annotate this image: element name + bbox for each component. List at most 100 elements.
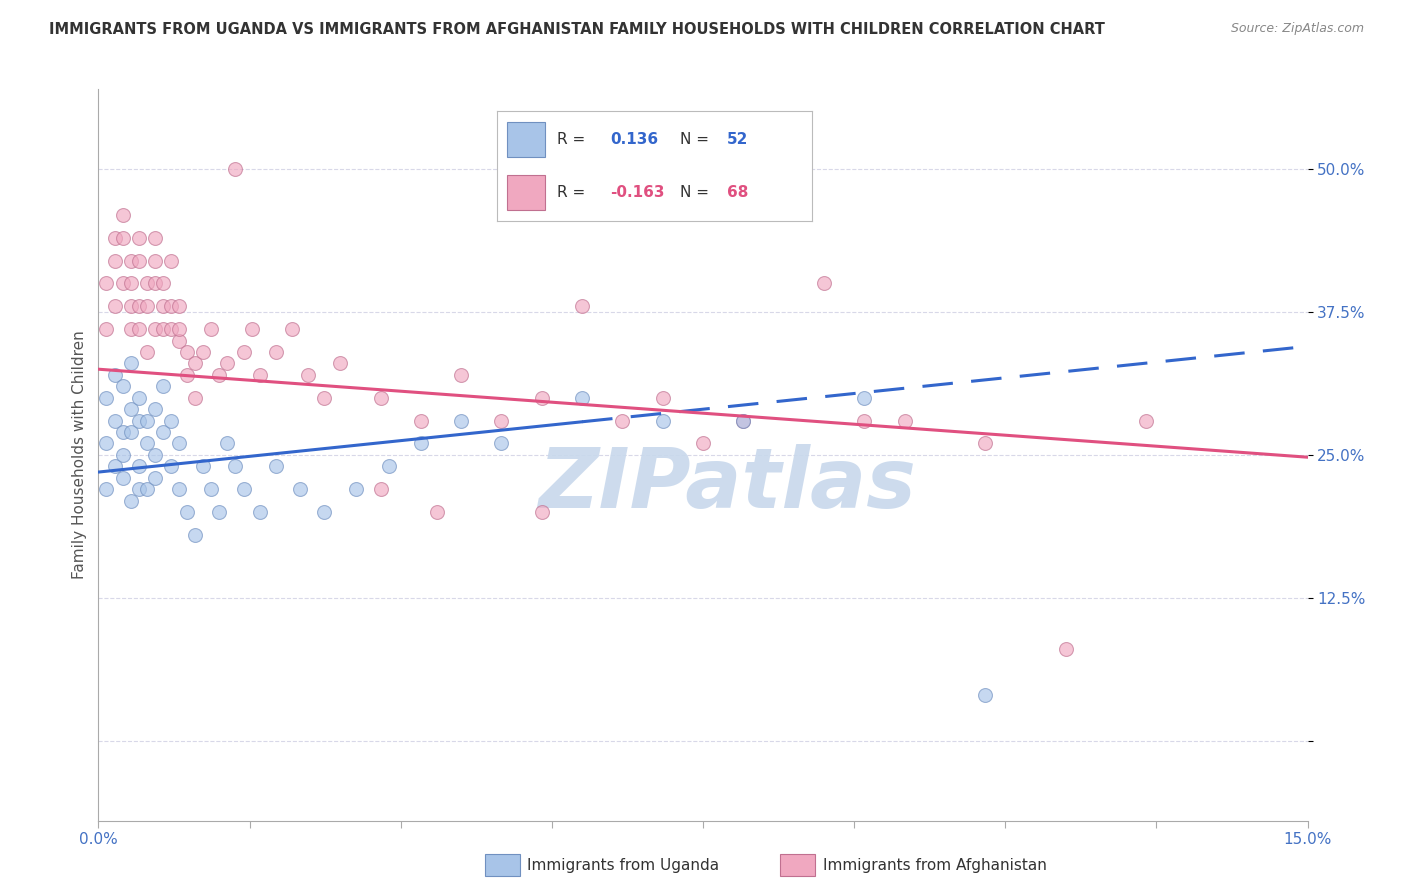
Point xyxy=(103,414,125,428)
Point xyxy=(135,277,157,291)
Point xyxy=(96,322,118,336)
Point xyxy=(651,391,673,405)
Point xyxy=(200,482,222,496)
Point xyxy=(128,482,150,496)
Point xyxy=(120,299,142,313)
Point xyxy=(167,436,190,450)
Point xyxy=(217,436,239,450)
Point xyxy=(974,436,997,450)
Point xyxy=(853,414,876,428)
Point xyxy=(281,322,304,336)
Point xyxy=(232,345,254,359)
Point xyxy=(128,299,150,313)
Point xyxy=(409,436,432,450)
Point xyxy=(733,414,755,428)
Point xyxy=(264,459,287,474)
Point xyxy=(135,482,157,496)
Point xyxy=(103,231,125,245)
Point xyxy=(128,231,150,245)
Point xyxy=(120,402,142,417)
Point xyxy=(974,688,997,702)
Point xyxy=(96,277,118,291)
Point xyxy=(143,322,166,336)
Point xyxy=(167,322,190,336)
Point xyxy=(530,505,553,519)
Point xyxy=(571,391,593,405)
Point xyxy=(232,482,254,496)
Point xyxy=(152,425,174,439)
Point xyxy=(152,379,174,393)
Point xyxy=(176,505,198,519)
Point xyxy=(193,345,215,359)
Point xyxy=(450,414,472,428)
Point xyxy=(160,414,183,428)
Text: Source: ZipAtlas.com: Source: ZipAtlas.com xyxy=(1230,22,1364,36)
Point xyxy=(733,414,755,428)
Point xyxy=(111,448,134,462)
Point xyxy=(240,322,263,336)
Point xyxy=(184,356,207,370)
Point xyxy=(128,253,150,268)
Point xyxy=(813,277,835,291)
Point xyxy=(143,448,166,462)
Point xyxy=(224,162,246,177)
Point xyxy=(314,505,336,519)
Point xyxy=(103,253,125,268)
Point xyxy=(450,368,472,382)
Point xyxy=(103,368,125,382)
Point xyxy=(651,414,673,428)
Point xyxy=(409,414,432,428)
Point xyxy=(111,231,134,245)
Point xyxy=(120,322,142,336)
Point xyxy=(249,368,271,382)
Point xyxy=(160,322,183,336)
Point xyxy=(208,505,231,519)
Point xyxy=(128,459,150,474)
Point xyxy=(208,368,231,382)
Point xyxy=(111,425,134,439)
Point xyxy=(167,334,190,348)
Point xyxy=(612,414,634,428)
Point xyxy=(217,356,239,370)
Point xyxy=(128,414,150,428)
Text: Immigrants from Uganda: Immigrants from Uganda xyxy=(527,858,720,872)
Point xyxy=(176,345,198,359)
Point xyxy=(297,368,319,382)
Text: Immigrants from Afghanistan: Immigrants from Afghanistan xyxy=(823,858,1046,872)
Point xyxy=(426,505,449,519)
Point xyxy=(491,414,513,428)
Point xyxy=(111,471,134,485)
Point xyxy=(120,356,142,370)
Point xyxy=(111,277,134,291)
Point xyxy=(530,391,553,405)
Point xyxy=(314,391,336,405)
Point xyxy=(249,505,271,519)
Point xyxy=(152,277,174,291)
Point xyxy=(143,402,166,417)
Point xyxy=(1054,642,1077,657)
Point xyxy=(111,379,134,393)
Point xyxy=(143,277,166,291)
Point xyxy=(120,493,142,508)
Point xyxy=(491,436,513,450)
Text: ZIPatlas: ZIPatlas xyxy=(538,443,917,524)
Point xyxy=(96,436,118,450)
Point xyxy=(120,277,142,291)
Point xyxy=(344,482,367,496)
Point xyxy=(370,482,392,496)
Point xyxy=(152,322,174,336)
Point xyxy=(135,345,157,359)
Point xyxy=(200,322,222,336)
Point xyxy=(96,391,118,405)
Point xyxy=(160,459,183,474)
Point xyxy=(224,459,246,474)
Point xyxy=(264,345,287,359)
Point xyxy=(692,436,714,450)
Point xyxy=(135,436,157,450)
Point xyxy=(128,322,150,336)
Point xyxy=(143,253,166,268)
Point xyxy=(135,299,157,313)
Point xyxy=(893,414,915,428)
Point xyxy=(167,299,190,313)
Point xyxy=(288,482,311,496)
